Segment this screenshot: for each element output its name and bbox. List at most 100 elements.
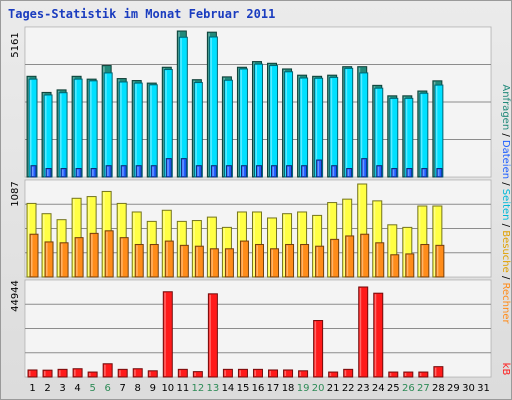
chart-title: Tages-Statistik im Monat Februar 2011	[8, 7, 276, 21]
bar-highlight-rechner-day-25	[391, 255, 394, 276]
bar-rechner-day-9	[149, 243, 159, 278]
bar-highlight-rechner-day-16	[256, 245, 258, 276]
legend-kb: kB	[500, 363, 511, 376]
bar-highlight-dateien-day-28	[435, 86, 438, 176]
x-tick-label-9: 9	[150, 383, 156, 394]
bar-highlight-besuche-day-13	[208, 218, 210, 276]
bar-highlight-kb-day-23	[359, 287, 362, 376]
bar-highlight-besuche-day-24	[373, 201, 376, 276]
bar-highlight-dateien-day-22	[345, 69, 348, 176]
bar-seiten-day-11	[180, 158, 187, 178]
bar-highlight-dateien-day-17	[270, 66, 273, 176]
x-tick-labels: 1 2 3 4 5 6 7 8 9 10 11 12 13 14 15 16 17 18 19 20 21 22 23 24 2…	[29, 383, 490, 394]
bar-highlight-besuche-day-16	[253, 212, 255, 276]
bar-highlight-rechner-day-14	[226, 249, 228, 276]
bar-seiten-day-1	[30, 165, 37, 178]
bar-highlight-besuche-day-7	[118, 204, 120, 276]
bar-kb-day-24	[373, 292, 384, 378]
bar-highlight-dateien-day-5	[90, 81, 92, 176]
bar-rechner-day-21	[330, 238, 340, 278]
bar-highlight-dateien-day-7	[120, 82, 122, 176]
bar-kb-day-9	[147, 370, 158, 378]
bar-highlight-besuche-day-17	[268, 218, 271, 276]
x-tick-label-24: 24	[372, 383, 385, 394]
bar-highlight-kb-day-5	[89, 373, 91, 376]
bar-highlight-kb-day-9	[149, 371, 151, 376]
bar-highlight-rechner-day-27	[421, 245, 424, 276]
bar-highlight-seiten-day-9	[152, 166, 154, 176]
bar-highlight-besuche-day-5	[88, 197, 90, 276]
x-tick-label-18: 18	[282, 383, 295, 394]
bar-highlight-seiten-day-17	[272, 166, 275, 176]
bar-kb-day-22	[343, 368, 354, 378]
bar-highlight-rechner-day-20	[316, 247, 319, 276]
bar-highlight-seiten-day-26	[407, 169, 410, 176]
bar-rechner-day-1	[29, 233, 39, 278]
x-tick-label-15: 15	[237, 383, 250, 394]
bar-highlight-seiten-day-2	[47, 169, 49, 176]
bar-rechner-day-16	[254, 243, 264, 278]
bar-highlight-besuche-day-6	[103, 192, 105, 276]
bars-layer	[26, 30, 445, 378]
bar-highlight-kb-day-24	[374, 294, 377, 376]
bar-seiten-day-3	[60, 168, 67, 178]
bar-highlight-seiten-day-22	[347, 169, 350, 176]
bar-rechner-day-3	[59, 242, 69, 278]
bar-kb-day-6	[102, 363, 113, 378]
legend-sep-3: /	[500, 221, 511, 231]
bar-highlight-dateien-day-19	[300, 78, 303, 176]
bar-highlight-seiten-day-19	[302, 166, 305, 176]
bar-highlight-kb-day-4	[74, 369, 76, 376]
x-tick-label-1: 1	[29, 383, 35, 394]
bar-highlight-besuche-day-9	[148, 222, 150, 276]
bar-kb-day-28	[433, 366, 444, 378]
bar-highlight-seiten-day-7	[122, 166, 124, 176]
bar-highlight-rechner-day-13	[211, 249, 213, 276]
bar-highlight-besuche-day-2	[43, 214, 45, 276]
bar-highlight-rechner-day-23	[361, 235, 364, 276]
bar-kb-day-5	[87, 371, 98, 378]
bar-kb-day-1	[27, 369, 38, 378]
bar-kb-day-19	[298, 370, 309, 378]
bar-kb-day-11	[177, 368, 188, 378]
bar-kb-day-26	[403, 371, 414, 378]
bar-highlight-besuche-day-27	[418, 206, 421, 276]
bar-highlight-dateien-day-24	[375, 89, 378, 176]
bar-highlight-besuche-day-8	[133, 212, 135, 276]
bar-highlight-seiten-day-1	[32, 166, 34, 176]
bar-highlight-rechner-day-22	[346, 236, 349, 276]
bar-rechner-day-28	[435, 244, 445, 278]
bar-highlight-rechner-day-1	[31, 235, 33, 276]
x-tick-label-21: 21	[327, 383, 340, 394]
bar-seiten-day-20	[316, 159, 323, 178]
bar-highlight-kb-day-26	[404, 373, 407, 376]
bar-highlight-kb-day-1	[29, 370, 31, 376]
bar-highlight-seiten-day-4	[77, 169, 79, 176]
bar-highlight-rechner-day-15	[241, 242, 243, 276]
x-tick-label-22: 22	[342, 383, 355, 394]
legend-seiten: Seiten	[500, 189, 511, 221]
bar-kb-day-21	[328, 371, 339, 378]
bar-highlight-seiten-day-3	[62, 169, 64, 176]
bar-highlight-besuche-day-26	[403, 228, 406, 276]
x-tick-label-10: 10	[161, 383, 174, 394]
bar-highlight-kb-day-22	[344, 370, 347, 376]
x-tick-label-2: 2	[44, 383, 50, 394]
bar-highlight-seiten-day-18	[287, 166, 290, 176]
bar-rechner-day-22	[345, 235, 355, 278]
x-tick-label-8: 8	[135, 383, 141, 394]
bar-seiten-day-13	[210, 165, 217, 178]
bar-highlight-besuche-day-18	[283, 214, 286, 276]
panel-hits-max-label: 5161	[10, 32, 21, 57]
bar-kb-day-2	[42, 369, 53, 378]
bar-highlight-besuche-day-1	[28, 204, 30, 276]
bar-highlight-dateien-day-25	[390, 99, 393, 176]
x-tick-label-13: 13	[207, 383, 220, 394]
bar-rechner-day-5	[89, 232, 99, 278]
bar-rechner-day-20	[315, 245, 325, 278]
bar-highlight-rechner-day-17	[271, 249, 274, 276]
bar-seiten-day-7	[120, 165, 127, 178]
bar-highlight-kb-day-2	[44, 371, 46, 376]
bar-rechner-day-17	[270, 248, 280, 278]
